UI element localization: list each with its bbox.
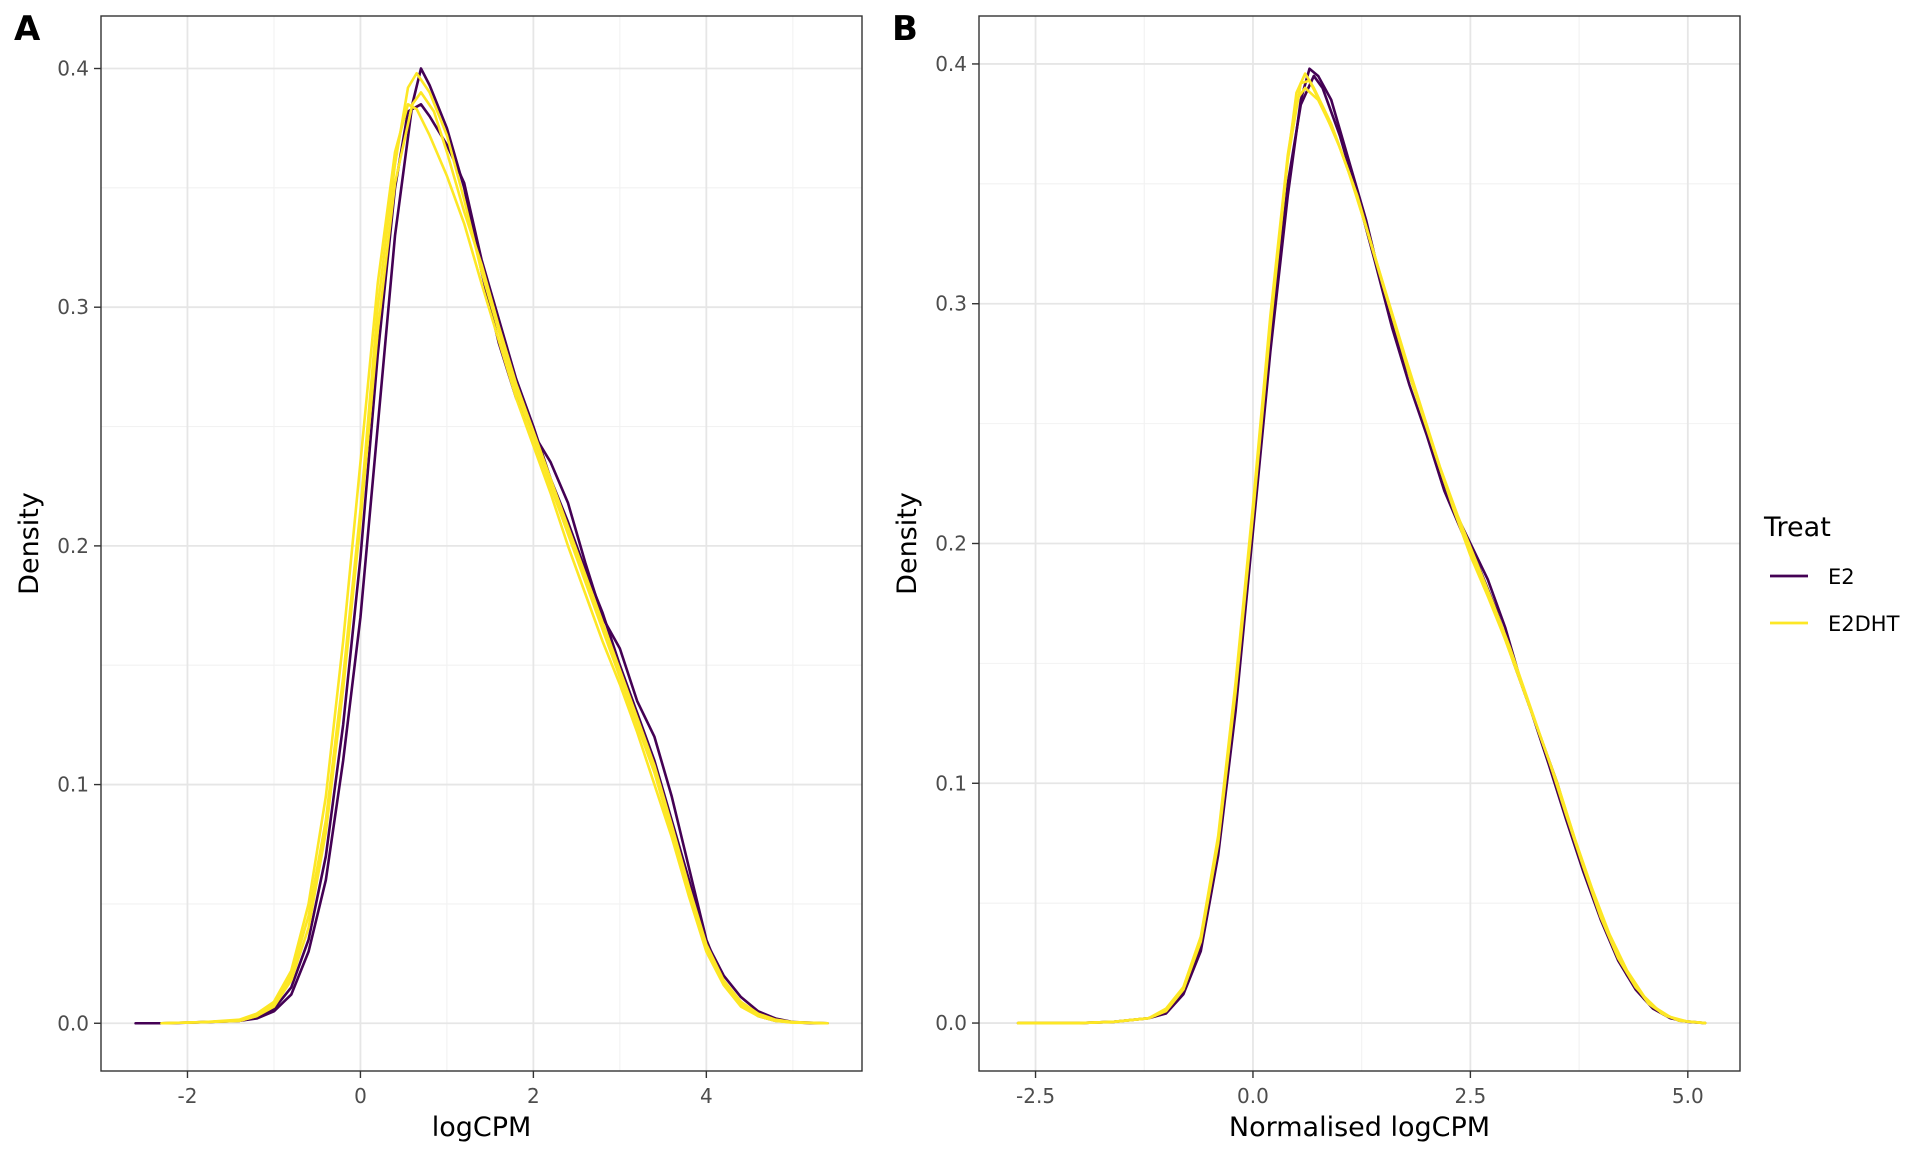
- density-line-e2dht-4: [1016, 86, 1707, 1025]
- x-tick-label: 2: [527, 1084, 540, 1108]
- y-tick-label: 0.4: [935, 52, 967, 76]
- density-line-e2dht-4: [160, 103, 829, 1025]
- x-tick-label: 0: [354, 1084, 367, 1108]
- legend-item-e2: E2: [1770, 565, 1855, 589]
- density-line-e2dht-3: [160, 91, 829, 1025]
- y-tick-label: 0.0: [57, 1011, 89, 1035]
- y-tick-label: 0.2: [57, 534, 89, 558]
- y-tick-label: 0.1: [935, 771, 967, 795]
- x-axis-title: Normalised logCPM: [1229, 1112, 1490, 1143]
- panel-tag: A: [14, 9, 41, 49]
- density-line-e2-1: [160, 103, 829, 1025]
- panel-a: -2 0 2 4 0.0 0.1 0.2 0.3 0.4 logCPM Density A: [14, 9, 863, 1143]
- y-tick-label: 0.3: [935, 292, 967, 316]
- y-axis-title: Density: [14, 492, 45, 595]
- density-line-e2dht-2: [160, 71, 829, 1025]
- y-axis-title: Density: [892, 492, 923, 595]
- panel-b: -2.5 0.0 2.5 5.0 0.0 0.1 0.2 0.3 0.4 Normalised l…: [892, 9, 1741, 1143]
- legend-item-e2dht: E2DHT: [1770, 612, 1900, 636]
- panel-tag: B: [892, 9, 918, 49]
- y-tick-label: 0.0: [935, 1011, 967, 1035]
- x-tick-label: -2: [178, 1084, 198, 1108]
- density-series-group: [1016, 67, 1707, 1025]
- y-tick-label: 0.3: [57, 295, 89, 319]
- x-tick-label: 0.0: [1237, 1084, 1269, 1108]
- panel-border: [100, 15, 863, 1072]
- legend-title: Treat: [1763, 512, 1831, 543]
- y-tick-label: 0.1: [57, 773, 89, 797]
- x-tick-label: 2.5: [1454, 1084, 1486, 1108]
- legend-label-e2dht: E2DHT: [1828, 612, 1900, 636]
- legend-label-e2: E2: [1828, 565, 1855, 589]
- x-tick-label: -2.5: [1016, 1084, 1055, 1108]
- x-axis-title: logCPM: [432, 1112, 532, 1143]
- x-tick-label: 5.0: [1672, 1084, 1704, 1108]
- y-tick-label: 0.2: [935, 532, 967, 556]
- x-tick-label: 4: [700, 1084, 713, 1108]
- y-tick-label: 0.4: [57, 57, 89, 81]
- legend: Treat E2 E2DHT: [1763, 512, 1900, 636]
- density-series-group: [134, 67, 829, 1025]
